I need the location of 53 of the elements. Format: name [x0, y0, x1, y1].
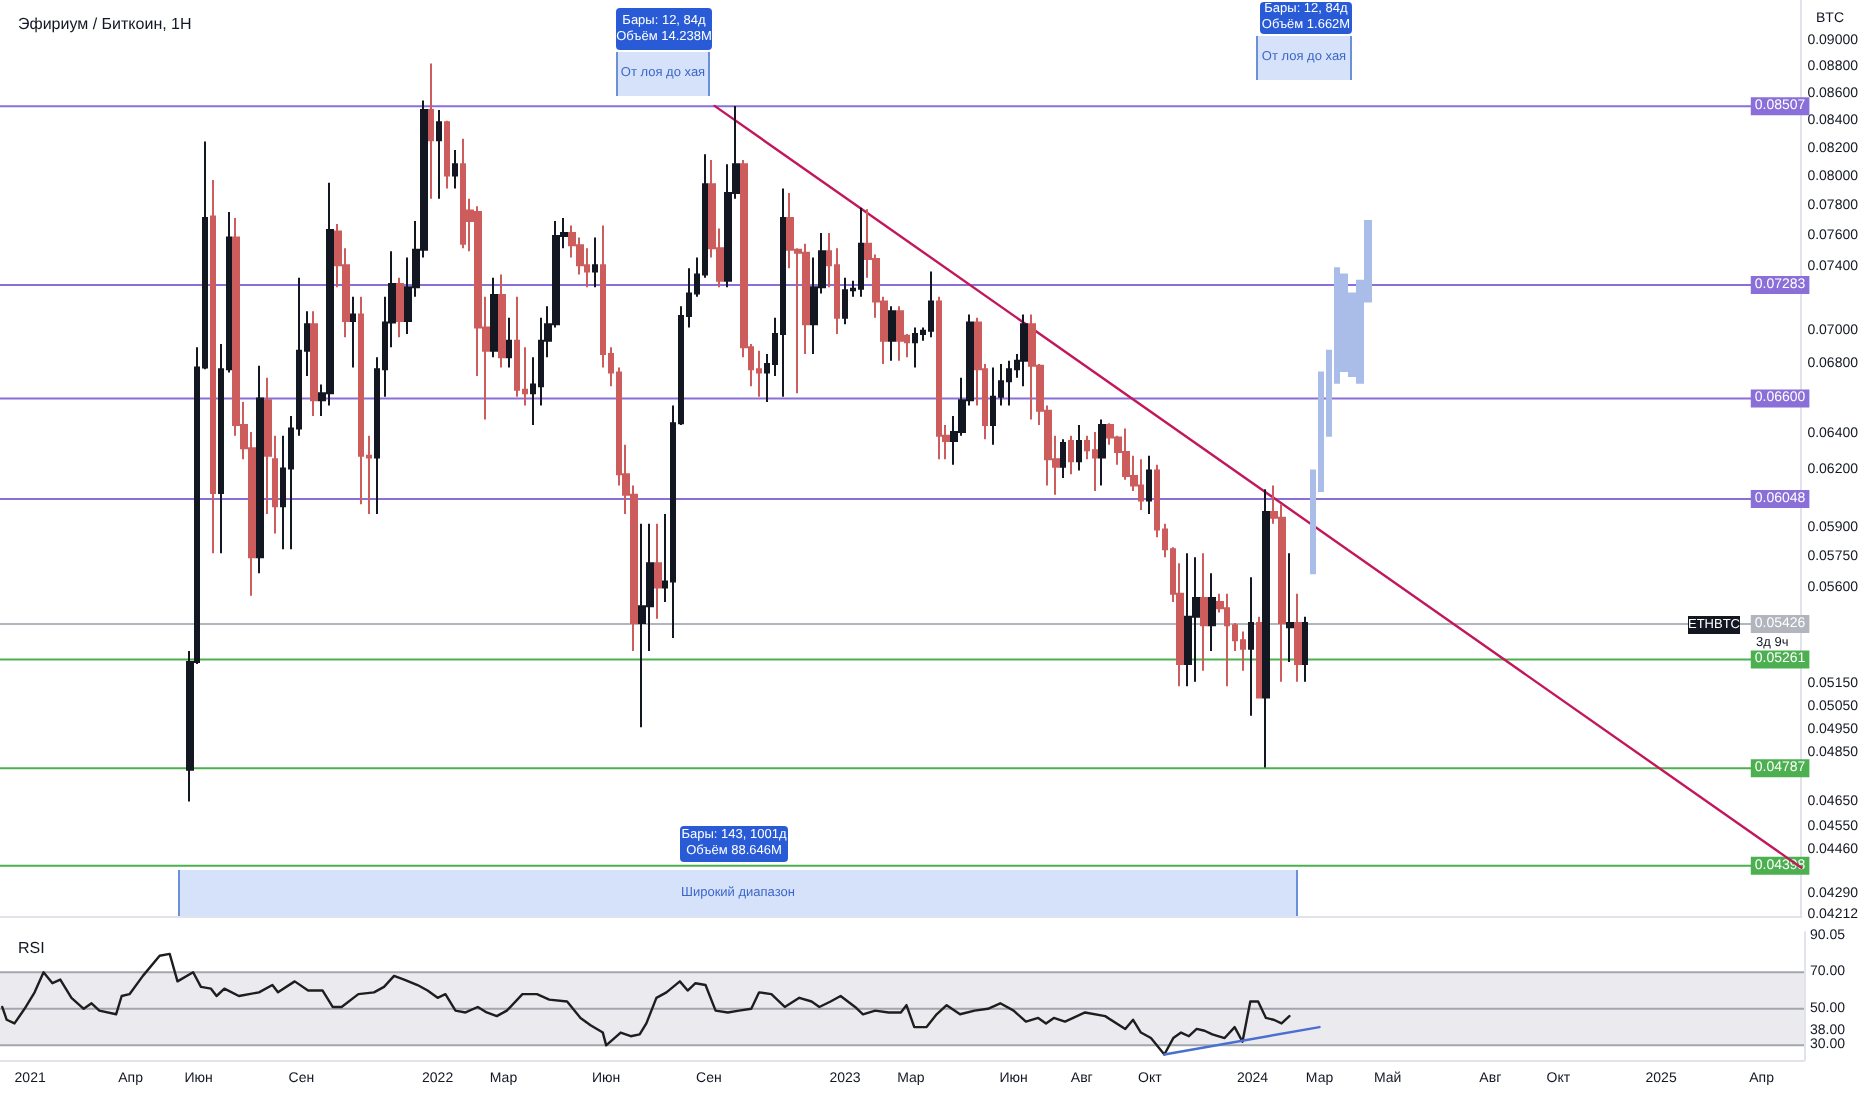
candlestick [1098, 418, 1106, 487]
candlestick [1060, 438, 1066, 479]
candlestick [428, 62, 434, 200]
candlestick [1286, 552, 1294, 663]
candlestick [842, 276, 848, 326]
candlestick [498, 273, 506, 369]
candlestick [396, 276, 404, 339]
candlestick [210, 178, 216, 555]
candlestick [1262, 488, 1270, 769]
candlestick [350, 295, 356, 369]
candlestick [490, 276, 498, 359]
candlestick [514, 295, 520, 398]
line-series [1, 952, 1291, 1056]
candlestick [1200, 552, 1208, 672]
candlestick [310, 310, 318, 418]
candlestick [1208, 572, 1216, 652]
candlestick [1294, 592, 1302, 683]
candlestick [638, 522, 646, 729]
candlestick [1020, 313, 1028, 388]
candlestick [444, 119, 450, 190]
candlestick [1028, 313, 1036, 421]
candlestick [1224, 592, 1230, 688]
candlestick [990, 366, 996, 446]
candlestick [1240, 630, 1246, 672]
candlestick [1092, 431, 1098, 493]
candlestick [358, 295, 364, 506]
candlestick [936, 295, 942, 461]
candlestick [1256, 615, 1262, 699]
candlestick [452, 149, 458, 190]
candlestick [1192, 556, 1200, 683]
candlestick [506, 316, 512, 369]
chart-title: RSI [18, 939, 45, 957]
candlestick [780, 187, 786, 398]
candlestick [1076, 423, 1082, 472]
candlestick [888, 305, 896, 362]
candlestick [1138, 458, 1144, 512]
candlestick [436, 108, 442, 200]
candlestick [896, 305, 904, 362]
candlestick [928, 270, 934, 339]
candlestick [460, 137, 466, 250]
candlestick [1006, 359, 1012, 407]
candlestick [1184, 552, 1192, 688]
text: Эфириум / Биткоин, 1Н [18, 15, 192, 33]
candlestick [1302, 615, 1308, 683]
candlestick [1146, 454, 1152, 515]
candlestick [256, 364, 264, 575]
candlestick [756, 349, 762, 398]
candlestick [592, 236, 598, 289]
candlestick [912, 326, 918, 369]
candlestick [1068, 434, 1074, 476]
candlestick [858, 206, 864, 298]
candlestick [1248, 576, 1254, 717]
candlestick [654, 522, 662, 620]
